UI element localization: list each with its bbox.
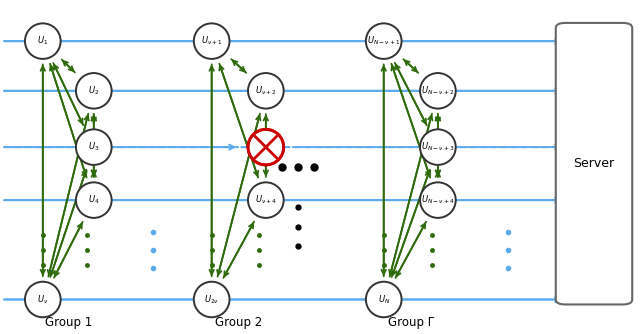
Text: $U_{\nu+4}$: $U_{\nu+4}$ xyxy=(255,194,277,206)
Text: $U_1$: $U_1$ xyxy=(37,35,49,47)
Text: $U_{N-\nu+3}$: $U_{N-\nu+3}$ xyxy=(421,141,454,153)
Text: $U_N$: $U_N$ xyxy=(378,293,390,306)
Text: $U_{\nu+2}$: $U_{\nu+2}$ xyxy=(255,85,276,97)
Text: $U_2$: $U_2$ xyxy=(88,85,99,97)
Text: Server: Server xyxy=(573,157,614,170)
Ellipse shape xyxy=(76,129,111,165)
FancyBboxPatch shape xyxy=(556,23,632,305)
Ellipse shape xyxy=(248,129,284,165)
Ellipse shape xyxy=(366,282,401,317)
Ellipse shape xyxy=(25,282,61,317)
Text: $U_3$: $U_3$ xyxy=(88,141,99,153)
Ellipse shape xyxy=(25,23,61,59)
Ellipse shape xyxy=(420,182,456,218)
Ellipse shape xyxy=(420,73,456,109)
Text: $U_\nu$: $U_\nu$ xyxy=(37,293,49,306)
Text: Group Γ: Group Γ xyxy=(388,316,434,329)
Ellipse shape xyxy=(76,182,111,218)
Text: $U_{N-\nu+1}$: $U_{N-\nu+1}$ xyxy=(367,35,401,47)
Text: $U_4$: $U_4$ xyxy=(88,194,100,206)
Ellipse shape xyxy=(194,282,230,317)
Text: $U_{N-\nu+2}$: $U_{N-\nu+2}$ xyxy=(421,85,454,97)
Text: $U_{2\nu}$: $U_{2\nu}$ xyxy=(204,293,219,306)
Text: $U_{N-\nu+4}$: $U_{N-\nu+4}$ xyxy=(421,194,454,206)
Ellipse shape xyxy=(366,23,401,59)
Ellipse shape xyxy=(420,129,456,165)
Text: Group 2: Group 2 xyxy=(215,316,262,329)
Text: $U_{\nu+1}$: $U_{\nu+1}$ xyxy=(201,35,223,47)
Text: Group 1: Group 1 xyxy=(45,316,92,329)
Ellipse shape xyxy=(194,23,230,59)
Ellipse shape xyxy=(248,182,284,218)
Ellipse shape xyxy=(248,73,284,109)
Ellipse shape xyxy=(76,73,111,109)
